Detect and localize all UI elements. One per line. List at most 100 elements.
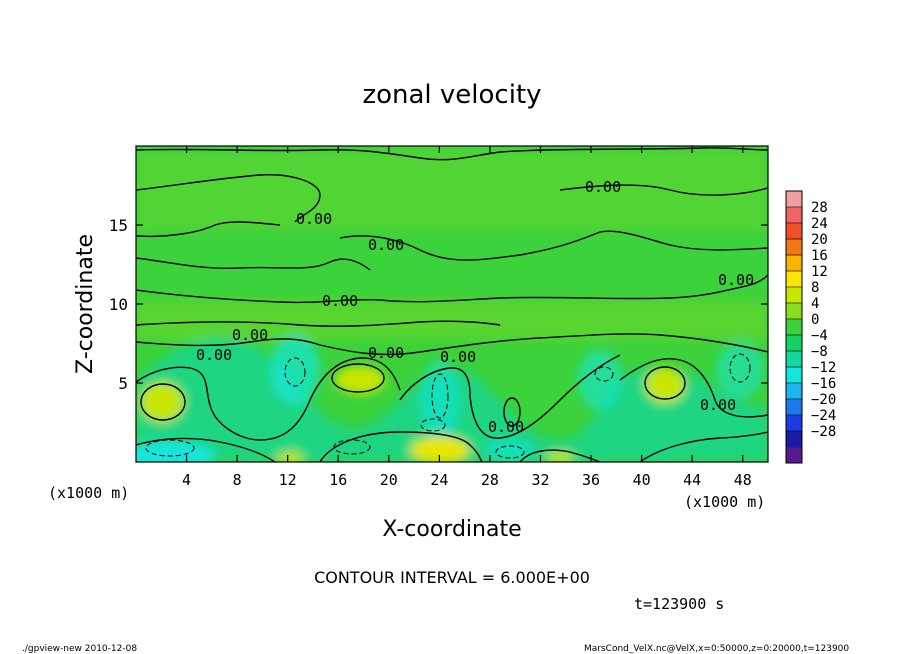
colorbar-swatch <box>786 239 802 256</box>
contour-line-top <box>136 147 768 161</box>
colorbar-swatch <box>786 319 802 336</box>
y-tick-label: 5 <box>118 374 128 393</box>
field-region-cyan-4 <box>716 342 764 398</box>
contour-line-bottom-2 <box>319 431 483 462</box>
contour-line-upper-3 <box>136 221 281 238</box>
contour-line-low-1 <box>136 357 401 441</box>
contour-line-upper-5 <box>136 257 371 271</box>
colorbar-swatch <box>786 415 802 432</box>
contour-line-bottom-1 <box>136 437 276 462</box>
neg-contour-8 <box>729 353 751 383</box>
contour-label: 0.00 <box>232 326 268 344</box>
colorbar-label: 20 <box>811 232 828 248</box>
contour-interval: CONTOUR INTERVAL = 6.000E+00 <box>314 568 590 587</box>
colorbar-label: −28 <box>811 424 836 440</box>
colorbar-label: −24 <box>811 408 836 424</box>
contour-label: 0.00 <box>368 344 404 362</box>
contour-lines <box>136 147 768 462</box>
field-region-yellow-6 <box>546 452 574 462</box>
x-tick-label: 8 <box>233 471 242 489</box>
contour-label: 0.00 <box>488 418 524 436</box>
colorbar-label: 0 <box>811 312 819 328</box>
contour-line-low-3 <box>619 358 768 418</box>
contour-label: 0.00 <box>700 396 736 414</box>
colorbar-swatch <box>786 255 802 272</box>
y-tick-label: 15 <box>109 216 128 235</box>
negative-contours <box>145 353 751 459</box>
colorbar-label: 16 <box>811 248 828 264</box>
field-region-cyan-left <box>136 441 215 462</box>
x-tick-label: 48 <box>734 471 752 489</box>
field-region-upper <box>136 150 768 230</box>
field-region-yellow-1 <box>140 382 184 422</box>
contour-loop-3 <box>644 366 686 400</box>
field-region-yellow-2 <box>335 366 385 394</box>
contour-label: 0.00 <box>196 346 232 364</box>
y-axis: 5 10 15 <box>109 216 768 393</box>
colorbar-swatch <box>786 335 802 352</box>
contour-label: 0.00 <box>322 292 358 310</box>
contour-line-low-2 <box>399 354 621 439</box>
footer-left: ./gpview-new 2010-12-08 <box>22 644 137 654</box>
contour-line-mid-1 <box>136 274 768 304</box>
time-label: t=123900 s <box>634 595 724 613</box>
neg-contour-6 <box>594 366 614 382</box>
x-axis: 4 8 12 16 20 24 28 32 36 40 44 48 <box>182 146 752 489</box>
x-tick-label: 36 <box>582 471 600 489</box>
contour-loop-2 <box>331 363 385 393</box>
field-region-yellow-5 <box>276 452 304 462</box>
neg-contour-2 <box>284 357 306 387</box>
x-tick-label: 20 <box>380 471 398 489</box>
field-region-cyan-5 <box>485 438 535 462</box>
colorbar-label: 24 <box>811 216 828 232</box>
chart-title: zonal velocity <box>362 80 541 110</box>
neg-contour-3 <box>333 439 371 455</box>
colorbar-frame <box>785 190 803 464</box>
colorbar-label: −4 <box>811 328 828 344</box>
colorbar-label: −16 <box>811 376 836 392</box>
contour-line-upper-4 <box>339 230 768 261</box>
contour-line-bottom-4 <box>639 431 768 462</box>
colorbar-label: 8 <box>811 280 819 296</box>
colorbar-label: 4 <box>811 296 819 312</box>
neg-contour-1 <box>145 439 195 457</box>
contour-label: 0.00 <box>585 178 621 196</box>
field-region-yellow-4 <box>645 367 685 403</box>
field-region-mid <box>136 300 768 340</box>
contour-loop-4 <box>503 397 521 427</box>
field-shading <box>136 150 768 462</box>
y-tick-label: 10 <box>109 295 128 314</box>
contour-line-upper-1 <box>136 174 321 223</box>
colorbar-swatch <box>786 223 802 240</box>
x-tick-label: 44 <box>683 471 701 489</box>
colorbar-swatch <box>786 303 802 320</box>
colorbar-swatch <box>786 287 802 304</box>
colorbar-label: 12 <box>811 264 828 280</box>
x-tick-label: 40 <box>633 471 651 489</box>
colorbar-swatch <box>786 271 802 288</box>
x-tick-label: 12 <box>279 471 297 489</box>
contour-line-mid-2 <box>136 320 501 327</box>
colorbar-swatch <box>786 383 802 400</box>
contour-label: 0.00 <box>368 236 404 254</box>
contour-label: 0.00 <box>440 348 476 366</box>
colorbar-swatch <box>786 191 802 208</box>
x-tick-label: 24 <box>430 471 448 489</box>
x-unit-left: (x1000 m) <box>48 484 129 502</box>
colorbar-label: 28 <box>811 200 828 216</box>
neg-contour-5 <box>420 418 446 432</box>
colorbar-swatch <box>786 367 802 384</box>
x-unit-right: (x1000 m) <box>684 493 765 511</box>
colorbar-swatch <box>786 447 802 464</box>
colorbar-swatch <box>786 207 802 224</box>
field-region-cyan-2 <box>420 360 460 440</box>
x-tick-label: 32 <box>531 471 549 489</box>
x-tick-label: 16 <box>329 471 347 489</box>
contour-line-upper-2 <box>559 184 768 196</box>
field-region-yellow-3 <box>410 436 470 462</box>
field-region-cyan-mid <box>270 335 320 405</box>
footer-right: MarsCond_VelX.nc@VelX,x=0:50000,z=0:2000… <box>584 644 849 654</box>
contour-labels: 0.00 0.00 0.00 0.00 0.00 0.00 0.00 0.00 … <box>196 178 754 436</box>
